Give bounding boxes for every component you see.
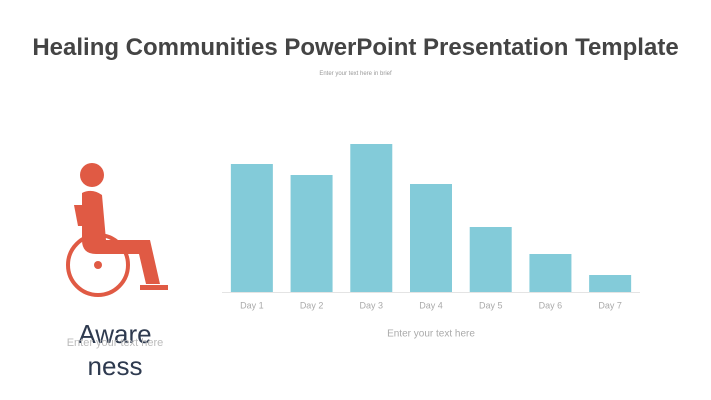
x-tick-label: Day 5 [479, 300, 503, 310]
bar [469, 227, 512, 292]
bar [230, 164, 273, 292]
x-tick-label: Day 1 [240, 300, 264, 310]
side-heading: Awareness [78, 319, 152, 381]
x-tick-label: Day 4 [419, 300, 443, 310]
chart-caption: Enter your text here [387, 329, 475, 340]
bar [290, 175, 333, 292]
bar [529, 254, 572, 292]
x-tick-label: Day 2 [300, 300, 324, 310]
bar [410, 184, 452, 292]
slide-subtitle: Enter your text here in brief [319, 71, 392, 77]
x-tick-label: Day 3 [360, 300, 384, 310]
wheelchair-icon [66, 163, 168, 297]
slide-title: Healing Communities PowerPoint Presentat… [32, 34, 679, 61]
x-tick-label: Day 7 [598, 300, 622, 310]
x-tick-label: Day 6 [539, 300, 563, 310]
bar [350, 144, 393, 292]
bar [589, 275, 632, 292]
side-text: Enter your text here [66, 337, 164, 349]
